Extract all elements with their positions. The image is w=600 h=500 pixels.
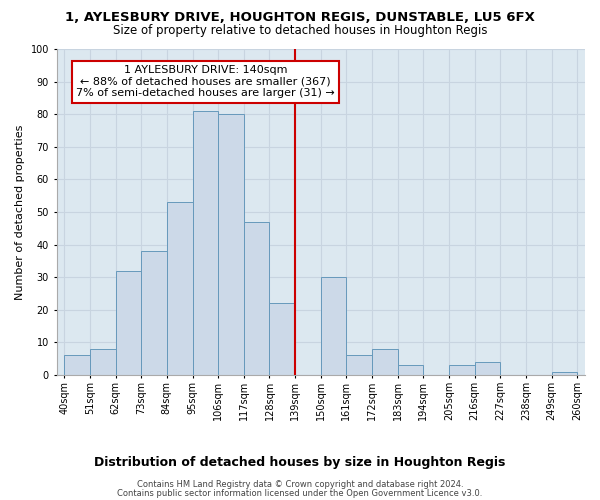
Y-axis label: Number of detached properties: Number of detached properties bbox=[15, 124, 25, 300]
Bar bbox=[244, 222, 269, 375]
Bar bbox=[193, 111, 218, 375]
Text: Contains public sector information licensed under the Open Government Licence v3: Contains public sector information licen… bbox=[118, 489, 482, 498]
Bar bbox=[167, 202, 193, 375]
Text: Distribution of detached houses by size in Houghton Regis: Distribution of detached houses by size … bbox=[94, 456, 506, 469]
Bar bbox=[218, 114, 244, 375]
Bar bbox=[269, 303, 295, 375]
Bar bbox=[346, 356, 372, 375]
Bar bbox=[449, 365, 475, 375]
Bar bbox=[372, 349, 398, 375]
Bar bbox=[64, 356, 90, 375]
Bar bbox=[551, 372, 577, 375]
Text: 1 AYLESBURY DRIVE: 140sqm
← 88% of detached houses are smaller (367)
7% of semi-: 1 AYLESBURY DRIVE: 140sqm ← 88% of detac… bbox=[76, 66, 335, 98]
Bar bbox=[116, 270, 141, 375]
Text: Size of property relative to detached houses in Houghton Regis: Size of property relative to detached ho… bbox=[113, 24, 487, 37]
Bar bbox=[321, 277, 346, 375]
Bar bbox=[141, 251, 167, 375]
Bar bbox=[90, 349, 116, 375]
Text: 1, AYLESBURY DRIVE, HOUGHTON REGIS, DUNSTABLE, LU5 6FX: 1, AYLESBURY DRIVE, HOUGHTON REGIS, DUNS… bbox=[65, 11, 535, 24]
Bar bbox=[398, 365, 424, 375]
Bar bbox=[475, 362, 500, 375]
Text: Contains HM Land Registry data © Crown copyright and database right 2024.: Contains HM Land Registry data © Crown c… bbox=[137, 480, 463, 489]
